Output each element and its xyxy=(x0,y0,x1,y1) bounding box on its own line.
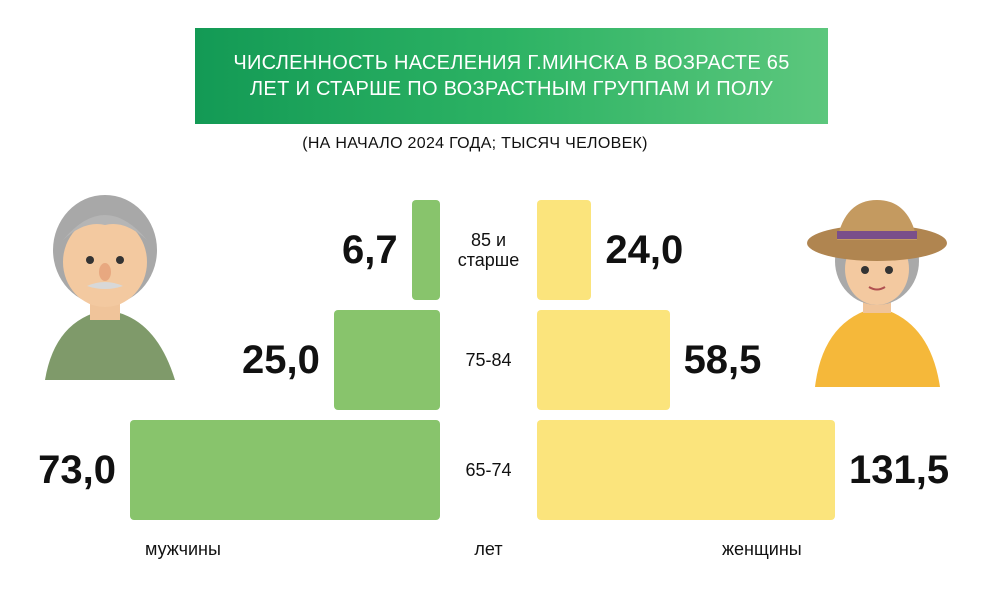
series-name: женщины xyxy=(722,539,802,559)
bar xyxy=(130,420,440,520)
chart-subtitle: (НА НАЧАЛО 2024 ГОДА; ТЫСЯЧ ЧЕЛОВЕК) xyxy=(302,135,648,152)
man-illustration xyxy=(45,195,175,380)
chart-title: ЧИСЛЕННОСТЬ НАСЕЛЕНИЯ Г.МИНСКА В ВОЗРАСТ… xyxy=(233,52,790,100)
value-label: 6,7 xyxy=(341,228,398,272)
axis-label: лет xyxy=(474,539,503,559)
bar xyxy=(537,420,835,520)
series-name: мужчины xyxy=(145,539,221,559)
category-label: 75-84 xyxy=(465,350,512,370)
value-label: 58,5 xyxy=(683,338,762,382)
value-label: 73,0 xyxy=(38,448,116,492)
value-label: 24,0 xyxy=(605,228,684,272)
bar xyxy=(537,200,592,300)
value-label: 25,0 xyxy=(241,338,320,382)
woman-illustration xyxy=(807,200,947,387)
category-label: 85 и старше xyxy=(457,230,520,270)
value-label: 131,5 xyxy=(849,448,950,492)
category-label: 65-74 xyxy=(465,460,512,480)
bar xyxy=(411,200,440,300)
bar xyxy=(333,310,440,410)
title-banner: ЧИСЛЕННОСТЬ НАСЕЛЕНИЯ Г.МИНСКА В ВОЗРАСТ… xyxy=(195,28,828,124)
bar xyxy=(537,310,670,410)
